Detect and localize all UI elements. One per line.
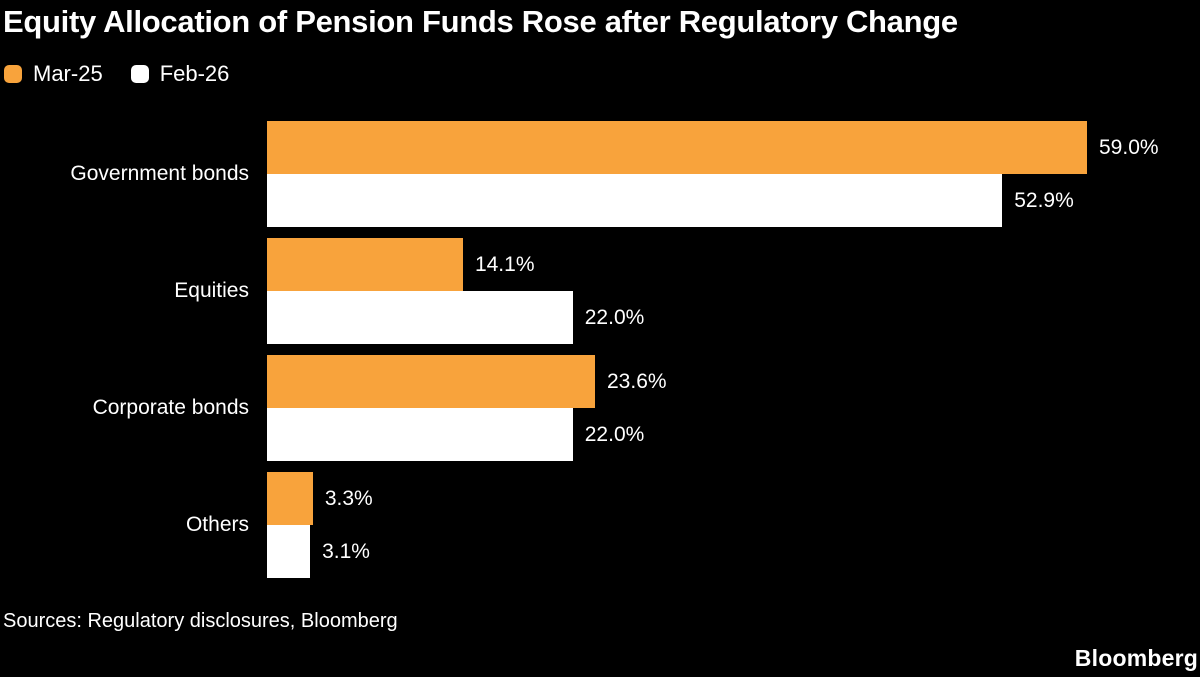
bar-mar25: [267, 121, 1087, 174]
category-label: Others: [185, 513, 249, 537]
page-title: Equity Allocation of Pension Funds Rose …: [3, 4, 958, 39]
bar-feb26: [267, 408, 573, 461]
legend-item-mar25: Mar-25: [4, 61, 103, 87]
bar-chart: Government bonds 59.0% 52.9% Equities 14…: [0, 121, 1200, 578]
category-label: Equities: [174, 279, 249, 303]
bar-value-label: 3.1%: [322, 539, 370, 563]
bar-value-label: 59.0%: [1099, 135, 1159, 159]
bar-feb26: [267, 291, 573, 344]
category-label: Corporate bonds: [92, 396, 249, 420]
bar-value-label: 52.9%: [1014, 188, 1074, 212]
legend-swatch-feb26-icon: [130, 65, 149, 83]
bar-mar25: [267, 238, 463, 291]
bar-mar25: [267, 472, 313, 525]
chart-row-corporate-bonds: Corporate bonds 23.6% 22.0%: [0, 355, 1200, 461]
legend-label-mar25: Mar-25: [33, 61, 103, 86]
bar-value-label: 3.3%: [324, 486, 373, 510]
legend: Mar-25 Feb-26: [4, 61, 1200, 87]
bloomberg-logo: Bloomberg: [1074, 645, 1198, 671]
bar-feb26: [267, 525, 311, 578]
chart-row-equities: Equities 14.1% 22.0%: [0, 238, 1200, 344]
legend-label-feb26: Feb-26: [159, 61, 230, 86]
bar-value-label: 22.0%: [584, 305, 645, 329]
bar-value-label: 22.0%: [584, 422, 645, 446]
legend-swatch-mar25-icon: [4, 65, 22, 83]
bar-value-label: 14.1%: [474, 252, 535, 276]
bar-mar25: [267, 355, 595, 408]
category-label: Government bonds: [70, 162, 249, 186]
legend-item-feb26: Feb-26: [130, 61, 230, 87]
bar-feb26: [267, 174, 1003, 227]
chart-row-government-bonds: Government bonds 59.0% 52.9%: [0, 121, 1200, 227]
chart-row-others: Others 3.3% 3.1%: [0, 472, 1200, 578]
sources-note: Sources: Regulatory disclosures, Bloombe…: [3, 610, 398, 632]
bar-value-label: 23.6%: [607, 369, 667, 393]
